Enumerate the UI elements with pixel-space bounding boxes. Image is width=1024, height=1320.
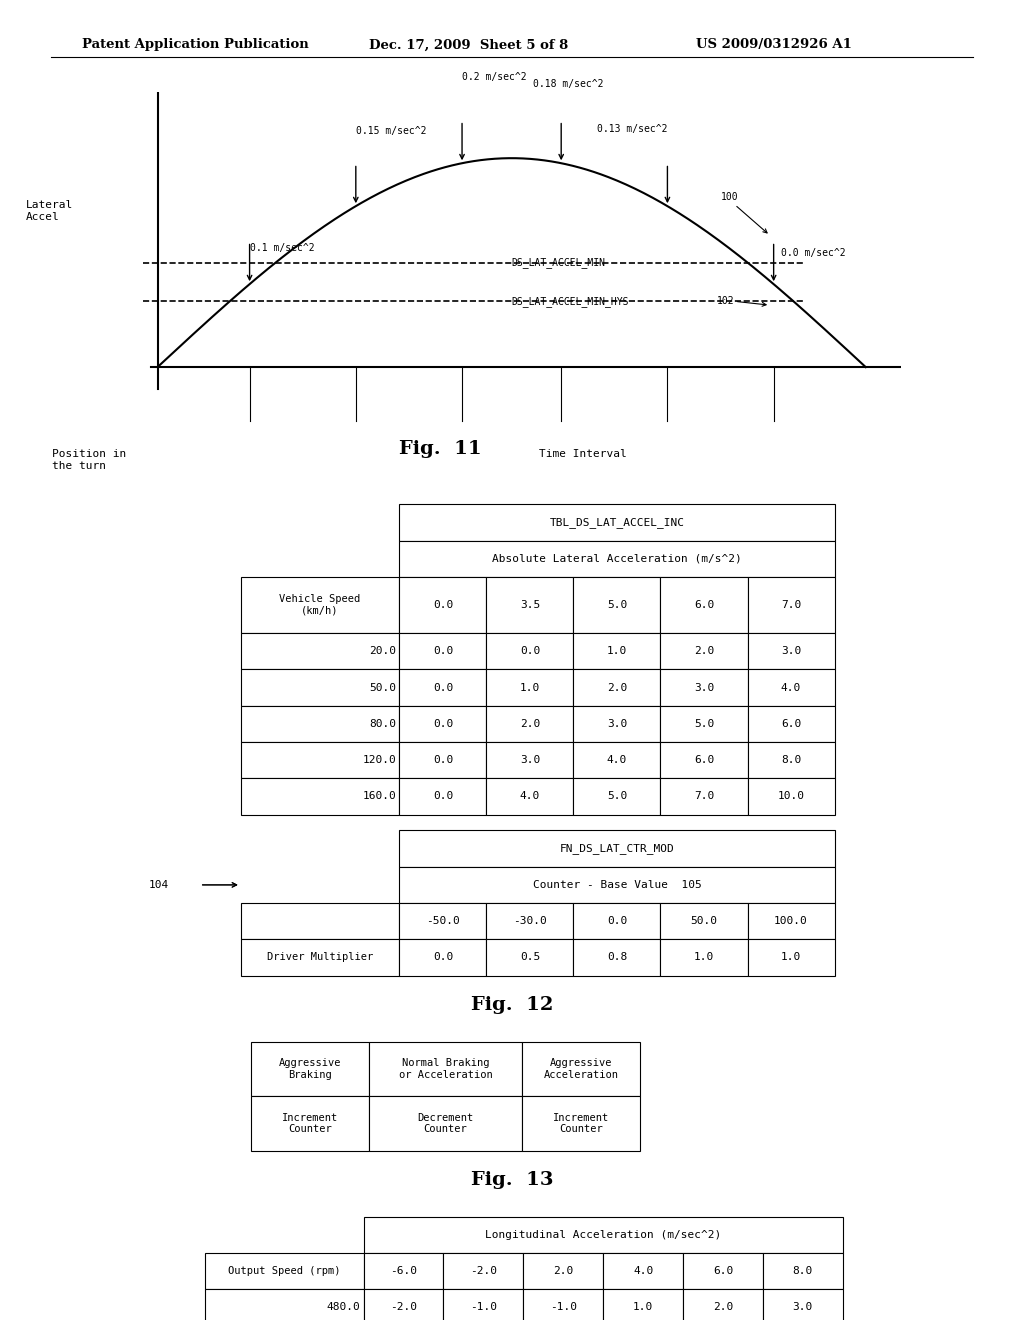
Text: -1.0: -1.0 [470,1303,497,1312]
Text: -2.0: -2.0 [470,1266,497,1276]
Text: Vehicle Speed
(km/h): Vehicle Speed (km/h) [280,594,360,615]
Text: 3.0: 3.0 [520,755,540,766]
Text: 120.0: 120.0 [362,755,396,766]
Text: -30.0: -30.0 [513,916,547,927]
Text: -6.0: -6.0 [390,1266,417,1276]
Text: TBL_DS_LAT_ACCEL_INC: TBL_DS_LAT_ACCEL_INC [550,517,684,528]
Text: DS_LAT_ACCEL_MIN_HYS: DS_LAT_ACCEL_MIN_HYS [512,296,629,306]
Text: 0.0: 0.0 [433,719,453,729]
Text: Normal Braking
or Acceleration: Normal Braking or Acceleration [398,1059,493,1080]
Text: 2.0: 2.0 [520,719,540,729]
Text: Output Speed (rpm): Output Speed (rpm) [228,1266,340,1276]
Text: 8.0: 8.0 [781,755,801,766]
Text: 1.0: 1.0 [607,647,627,656]
Text: 3.0: 3.0 [607,719,627,729]
Text: 50.0: 50.0 [690,916,718,927]
Text: 10.0: 10.0 [777,792,805,801]
Text: 100.0: 100.0 [774,916,808,927]
Text: 4.0: 4.0 [520,792,540,801]
Text: US 2009/0312926 A1: US 2009/0312926 A1 [696,38,852,51]
Text: 6.0: 6.0 [694,601,714,610]
Text: 0.1 m/sec^2: 0.1 m/sec^2 [250,243,314,253]
Text: 2.0: 2.0 [694,647,714,656]
Text: 4.0: 4.0 [607,755,627,766]
Text: Fig.  11: Fig. 11 [399,440,481,458]
Text: 5.0: 5.0 [607,601,627,610]
Text: Increment
Counter: Increment Counter [553,1113,609,1134]
Text: Fig.  12: Fig. 12 [471,995,553,1014]
Text: DS_LAT_ACCEL_MIN: DS_LAT_ACCEL_MIN [512,257,605,268]
Text: Aggressive
Braking: Aggressive Braking [279,1059,341,1080]
Text: 0.0: 0.0 [433,792,453,801]
Text: Absolute Lateral Acceleration (m/s^2): Absolute Lateral Acceleration (m/s^2) [493,553,741,564]
Text: 1.0: 1.0 [520,682,540,693]
Text: 3.5: 3.5 [520,601,540,610]
Text: 6.0: 6.0 [781,719,801,729]
Text: 4.0: 4.0 [781,682,801,693]
Text: 5.0: 5.0 [694,719,714,729]
Text: Driver Multiplier: Driver Multiplier [267,953,373,962]
Text: 480.0: 480.0 [327,1303,360,1312]
Text: 0.8: 0.8 [607,953,627,962]
Text: 104: 104 [148,880,169,890]
Text: 160.0: 160.0 [362,792,396,801]
Text: Aggressive
Acceleration: Aggressive Acceleration [544,1059,618,1080]
Text: Counter - Base Value  105: Counter - Base Value 105 [532,880,701,890]
Text: Lateral
Accel: Lateral Accel [26,201,73,222]
Text: 1.0: 1.0 [781,953,801,962]
Text: 0.0: 0.0 [433,682,453,693]
Text: 0.0: 0.0 [607,916,627,927]
Text: Patent Application Publication: Patent Application Publication [82,38,308,51]
Text: 1.0: 1.0 [694,953,714,962]
Text: 0.5: 0.5 [520,953,540,962]
Text: 0.0: 0.0 [520,647,540,656]
Text: 102: 102 [717,296,734,306]
Text: 0.0 m/sec^2: 0.0 m/sec^2 [780,248,846,257]
Text: 7.0: 7.0 [694,792,714,801]
Text: Dec. 17, 2009  Sheet 5 of 8: Dec. 17, 2009 Sheet 5 of 8 [369,38,568,51]
Text: 0.0: 0.0 [433,601,453,610]
Text: 1.0: 1.0 [633,1303,653,1312]
Text: Time Interval: Time Interval [539,449,627,459]
Text: -1.0: -1.0 [550,1303,577,1312]
Text: Fig.  13: Fig. 13 [471,1171,553,1188]
Text: FN_DS_LAT_CTR_MOD: FN_DS_LAT_CTR_MOD [559,843,675,854]
Text: 3.0: 3.0 [793,1303,813,1312]
Text: 8.0: 8.0 [793,1266,813,1276]
Text: Longitudinal Acceleration (m/sec^2): Longitudinal Acceleration (m/sec^2) [485,1230,721,1239]
Text: 7.0: 7.0 [781,601,801,610]
Text: 2.0: 2.0 [553,1266,573,1276]
Text: 6.0: 6.0 [694,755,714,766]
Text: 0.0: 0.0 [433,953,453,962]
Text: 0.18 m/sec^2: 0.18 m/sec^2 [532,79,603,90]
Text: 5.0: 5.0 [607,792,627,801]
Text: 3.0: 3.0 [781,647,801,656]
Text: 100: 100 [721,191,738,202]
Text: 80.0: 80.0 [370,719,396,729]
Text: Position in
the turn: Position in the turn [52,449,127,471]
Text: 2.0: 2.0 [713,1303,733,1312]
Text: 50.0: 50.0 [370,682,396,693]
Text: 2.0: 2.0 [607,682,627,693]
Text: 20.0: 20.0 [370,647,396,656]
Text: Decrement
Counter: Decrement Counter [418,1113,473,1134]
Text: 0.0: 0.0 [433,647,453,656]
Text: 6.0: 6.0 [713,1266,733,1276]
Text: -2.0: -2.0 [390,1303,417,1312]
Text: 0.15 m/sec^2: 0.15 m/sec^2 [355,127,426,136]
Text: 4.0: 4.0 [633,1266,653,1276]
Text: -50.0: -50.0 [426,916,460,927]
Text: 0.13 m/sec^2: 0.13 m/sec^2 [597,124,667,135]
Text: 3.0: 3.0 [694,682,714,693]
Text: 0.2 m/sec^2: 0.2 m/sec^2 [462,73,526,82]
Text: 0.0: 0.0 [433,755,453,766]
Text: Increment
Counter: Increment Counter [282,1113,338,1134]
